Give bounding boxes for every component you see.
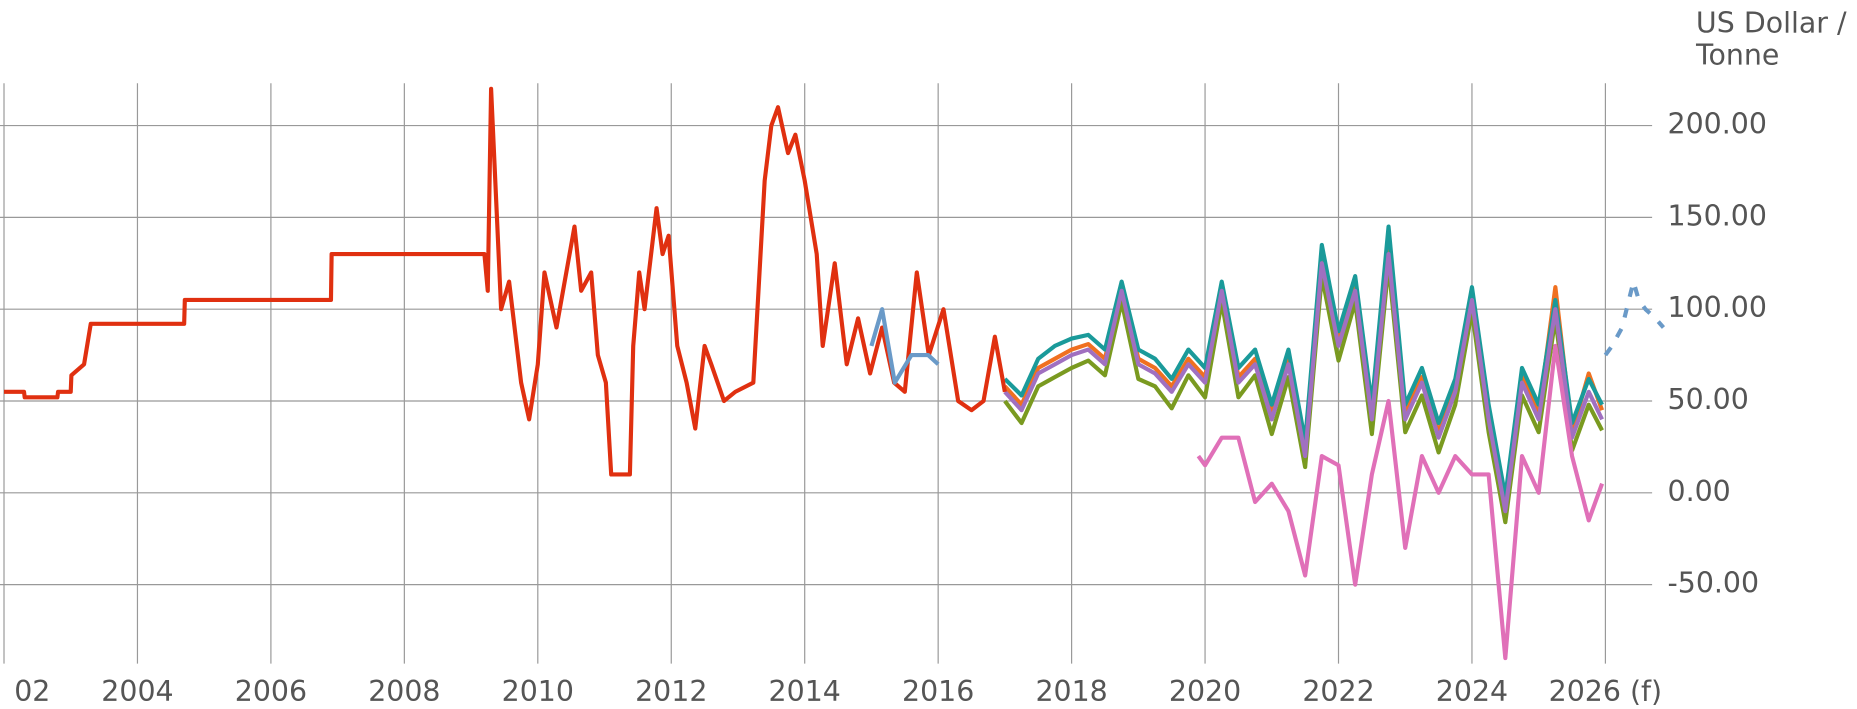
x-tick-label: 2016 [902,675,974,708]
y-tick-label: -50.00 [1668,567,1760,600]
x-tick-label: 2010 [502,675,574,708]
line-series [869,307,940,385]
line-series [4,86,1007,477]
line-series [1003,252,1604,514]
x-tick-label: 2006 [235,675,307,708]
x-tick-label: 2014 [769,675,841,708]
x-tick-label: 2020 [1169,675,1241,708]
y-tick-label: 200.00 [1668,108,1767,141]
line-series [1003,263,1604,525]
line-series [1603,279,1666,357]
y-tick-label: 0.00 [1668,475,1731,508]
x-tick-label: 2024 [1436,675,1508,708]
y-tick-label: 50.00 [1668,383,1749,416]
x-tick-label: 02 [14,675,50,708]
x-tick-label: 2018 [1035,675,1107,708]
x-tick-label: 2004 [101,675,173,708]
y-tick-label: 100.00 [1668,291,1767,324]
y-tick-label: 150.00 [1668,199,1767,232]
line-series [1196,343,1605,661]
x-tick-label: 2022 [1302,675,1374,708]
y-axis-title-box: US Dollar / Tonne [1695,7,1847,72]
x-tick-label: 2026 (f) [1549,675,1663,708]
y-axis-title: US Dollar / Tonne [1695,7,1847,72]
x-tick-label: 2008 [368,675,440,708]
x-tick-label: 2012 [635,675,707,708]
